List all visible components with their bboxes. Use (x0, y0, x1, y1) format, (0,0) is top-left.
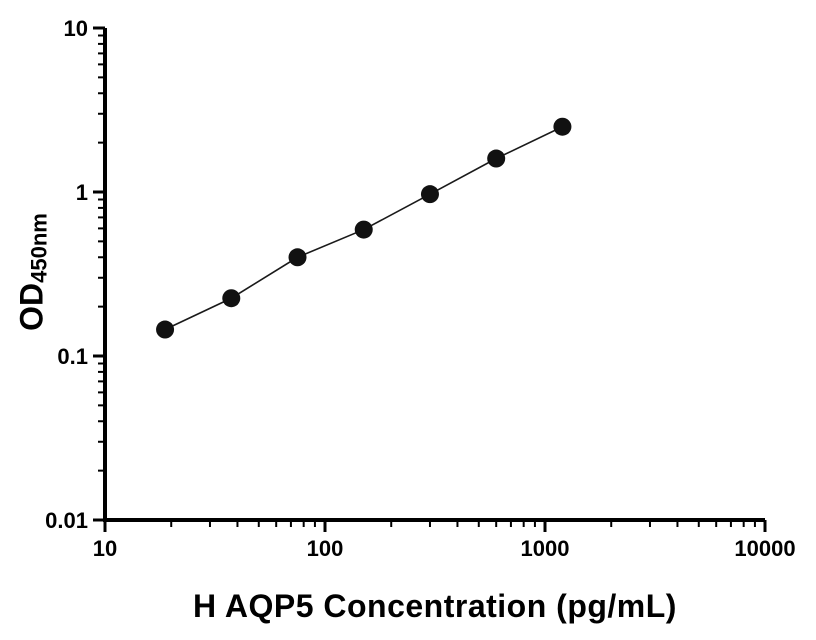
y-tick-label: 0.01 (45, 508, 88, 533)
y-tick-label: 10 (64, 16, 88, 41)
data-point (288, 248, 307, 267)
y-axis-label: OD450nm (13, 213, 52, 331)
x-axis-label: H AQP5 Concentration (pg/mL) (193, 588, 677, 624)
data-point (420, 185, 439, 204)
data-point (156, 320, 175, 339)
axis-spines (103, 28, 765, 522)
y-axis-label-subscript: 450nm (26, 213, 52, 283)
x-tick-label: 10 (93, 536, 117, 561)
data-point (222, 289, 241, 308)
data-point (553, 117, 572, 136)
x-tick-label: 10000 (734, 536, 795, 561)
y-tick-label: 0.1 (57, 344, 88, 369)
y-axis-label-main: OD (13, 282, 50, 331)
y-tick-label: 1 (76, 180, 88, 205)
data-point (354, 220, 373, 239)
x-tick-label: 100 (307, 536, 344, 561)
x-tick-label: 1000 (521, 536, 570, 561)
data-point (487, 149, 506, 168)
